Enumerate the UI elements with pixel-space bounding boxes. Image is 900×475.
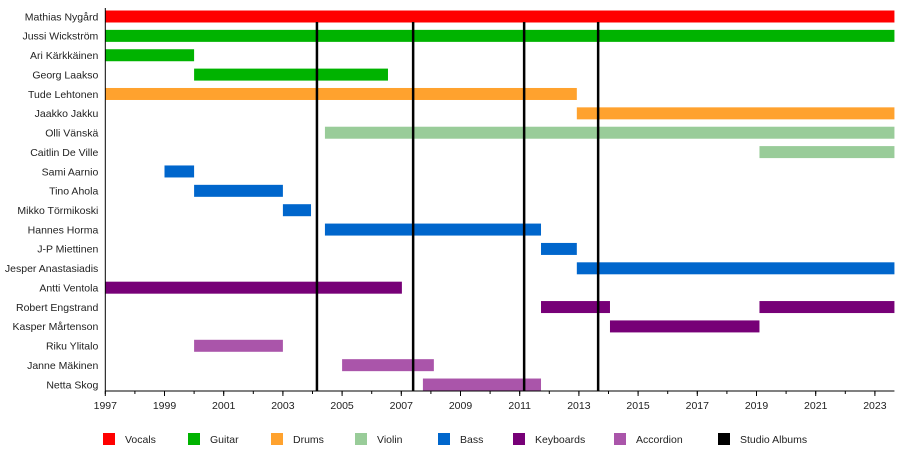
member-label: Riku Ylitalo: [46, 341, 98, 353]
legend-label: Accordion: [636, 434, 683, 446]
member-bar: [194, 184, 283, 197]
member-label: Olli Vänskä: [45, 128, 98, 140]
member-bar: [105, 87, 577, 100]
member-label: Georg Laakso: [32, 69, 98, 81]
legend-label: Drums: [293, 434, 324, 446]
x-tick-label: 2013: [567, 400, 591, 412]
member-bar: [282, 204, 312, 217]
legend-label: Vocals: [125, 434, 156, 446]
member-label: Jussi Wickström: [22, 31, 98, 43]
member-label: Hannes Horma: [28, 224, 99, 236]
legend-label: Keyboards: [535, 434, 585, 446]
legend-swatch: [271, 433, 283, 445]
x-tick-label: 1999: [153, 400, 177, 412]
member-label: Mikko Törmikoski: [17, 205, 98, 217]
legend-swatch: [718, 433, 730, 445]
x-tick-label: 1997: [94, 400, 118, 412]
x-tick-label: 2019: [745, 400, 769, 412]
member-label: Antti Ventola: [39, 282, 98, 294]
member-label: Netta Skog: [46, 379, 98, 391]
member-label: Sami Aarnio: [42, 166, 99, 178]
x-tick-label: 2021: [804, 400, 828, 412]
member-label: Kasper Mårtenson: [13, 321, 99, 333]
member-bar: [541, 301, 610, 314]
legend-swatch: [614, 433, 626, 445]
member-bar: [609, 320, 760, 333]
legend-label: Bass: [460, 434, 483, 446]
x-tick-label: 2009: [449, 400, 473, 412]
member-bar: [576, 107, 895, 120]
x-tick-label: 2007: [390, 400, 414, 412]
member-bar: [759, 301, 895, 314]
member-bar: [342, 359, 434, 372]
member-label: Jaakko Jakku: [35, 108, 99, 120]
member-bar: [105, 29, 895, 42]
legend-swatch: [355, 433, 367, 445]
member-label: Tino Ahola: [49, 186, 98, 198]
x-tick-label: 2003: [271, 400, 295, 412]
member-bar: [759, 146, 895, 159]
legend-label: Guitar: [210, 434, 239, 446]
member-bar: [324, 126, 895, 139]
member-bar: [105, 49, 195, 62]
x-tick-label: 2011: [508, 400, 531, 412]
member-label: Caitlin De Ville: [30, 147, 98, 159]
member-bar: [324, 223, 542, 236]
legend-swatch: [438, 433, 450, 445]
member-bar: [105, 10, 895, 23]
member-label: Ari Kärkkäinen: [30, 50, 98, 62]
member-bar: [576, 262, 895, 275]
legend-swatch: [188, 433, 200, 445]
member-bar: [422, 378, 542, 391]
member-label: Robert Engstrand: [16, 302, 98, 314]
x-tick-label: 2001: [212, 400, 236, 412]
x-tick-label: 2015: [626, 400, 650, 412]
legend-swatch: [103, 433, 115, 445]
legend-label: Studio Albums: [740, 434, 807, 446]
legend-swatch: [513, 433, 525, 445]
x-tick-label: 2023: [863, 400, 887, 412]
member-bar: [194, 68, 388, 81]
x-tick-label: 2017: [686, 400, 710, 412]
member-label: Tude Lehtonen: [28, 89, 98, 101]
member-label: J-P Miettinen: [37, 244, 98, 256]
member-label: Janne Mäkinen: [27, 360, 98, 372]
legend-label: Violin: [377, 434, 403, 446]
member-bar: [541, 242, 577, 255]
member-bar: [164, 165, 195, 178]
member-bar: [105, 281, 402, 294]
member-label: Jesper Anastasiadis: [5, 263, 98, 275]
x-tick-label: 2005: [330, 400, 354, 412]
member-bar: [194, 339, 283, 352]
member-label: Mathias Nygård: [25, 11, 99, 23]
